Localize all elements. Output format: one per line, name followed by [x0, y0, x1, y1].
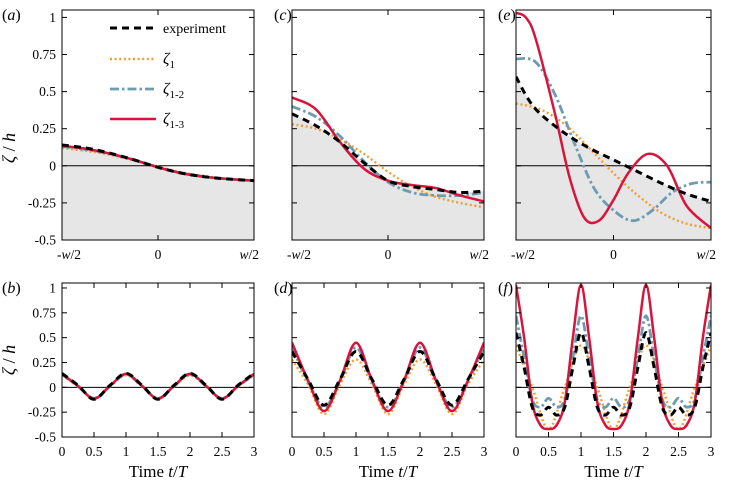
xtick-label: 0.5: [316, 444, 333, 459]
series-z12-line-d: [292, 346, 484, 409]
ytick-label: -0.5: [35, 233, 57, 248]
xtick-label: -w/2: [287, 247, 311, 262]
ytick-label: 1: [49, 280, 56, 295]
ytick-label: 0.5: [39, 84, 56, 99]
xtick-label: 0: [385, 247, 392, 262]
xtick-label: -w/2: [57, 247, 81, 262]
panel-label: (b): [2, 280, 21, 297]
axes-frame-f: [515, 282, 712, 438]
series-z13-line-b: [62, 372, 254, 400]
surface-fill-c: [292, 113, 484, 240]
panel-d: 0 0.5 1 1.5 2 2.5 3 (d) Time t/T: [274, 280, 488, 481]
xtick-label: 2: [417, 444, 424, 459]
xtick-label: 0: [610, 247, 617, 262]
ytick-label: 0: [49, 158, 56, 173]
legend: experiment ζ1 ζ1-2 ζ1-3: [110, 22, 226, 131]
y-axis-label-bottom: ζ / h: [0, 345, 19, 375]
plot-area-e: [516, 11, 711, 240]
axes-frame-b: [61, 282, 255, 438]
xtick-label: 3: [481, 444, 488, 459]
axes-frame-d: [291, 282, 485, 438]
xtick-label: 2.5: [444, 444, 461, 459]
xtick-label: 1: [353, 444, 360, 459]
series-z13-line-f: [516, 283, 711, 431]
xtick-label: w/2: [469, 247, 489, 262]
series-z13-line-d: [292, 341, 484, 413]
series-z1-line-d: [292, 358, 484, 416]
series-experiment-line-c: [292, 112, 484, 195]
xtick-label: w/2: [239, 247, 259, 262]
legend-label-z1: ζ1: [163, 51, 175, 71]
series-experiment-line-f: [516, 331, 711, 417]
series-z1-line-c: [292, 123, 484, 209]
ytick-label: 0.25: [32, 121, 56, 136]
xtick-label: 0: [59, 444, 66, 459]
series-z12-line-f: [516, 314, 711, 409]
series-experiment-line-b: [62, 371, 254, 401]
panel-b: -0.5 -0.25 0 0.25 0.5 0.75 1 0 0.5 1 1.5 2 2.5 3 (b) Ti…: [2, 280, 258, 481]
xtick-label: 2: [643, 444, 650, 459]
plot-area-f: [516, 283, 711, 431]
panel-e: -w/2 0 w/2 (e): [498, 7, 716, 262]
xtick-label: 1.5: [380, 444, 397, 459]
xtick-label: 2: [187, 444, 194, 459]
ytick-label: -0.25: [28, 405, 56, 420]
ytick-label: -0.25: [28, 195, 56, 210]
ytick-label: 1: [49, 10, 56, 25]
surface-fill-e: [516, 76, 711, 240]
series-z12-line-c: [292, 105, 484, 198]
ytick-label: 0: [49, 380, 56, 395]
ytick-label: -0.5: [35, 430, 57, 445]
xtick-label: 2.5: [670, 444, 687, 459]
ytick-label: 0.75: [32, 305, 56, 320]
panel-label: (d): [274, 280, 293, 297]
plot-area-a: [62, 143, 254, 240]
xtick-label: 1.5: [150, 444, 167, 459]
panel-label: (c): [274, 7, 292, 24]
panel-a: -0.5 -0.25 0 0.25 0.5 0.75 1 -w/2 0 w/2 (a): [2, 7, 259, 262]
ytick-label: 0.75: [32, 47, 56, 62]
x-axis-label: Time t/T: [584, 462, 644, 481]
legend-label-z13: ζ1-3: [163, 111, 185, 131]
surface-fill-a: [62, 145, 254, 240]
xtick-label: -w/2: [511, 247, 535, 262]
series-experiment-line-e: [516, 76, 711, 203]
series-experiment-line-d: [292, 350, 484, 407]
xtick-label: 1.5: [605, 444, 622, 459]
panel-label: (a): [2, 7, 21, 24]
xtick-label: 0: [289, 444, 296, 459]
xtick-label: 1: [123, 444, 130, 459]
panel-label: (e): [498, 7, 516, 24]
panel-f: 0 0.5 1 1.5 2 2.5 3 (f) Time t/T: [498, 280, 715, 481]
series-z13-line-e: [516, 11, 711, 230]
legend-label-experiment: experiment: [163, 22, 226, 37]
xtick-label: 0: [155, 247, 162, 262]
xtick-label: 3: [251, 444, 258, 459]
series-z12-line-b: [62, 373, 254, 400]
xtick-label: w/2: [696, 247, 716, 262]
plot-area-d: [292, 341, 484, 416]
series-experiment-line-a: [62, 143, 254, 183]
x-axis-label: Time t/T: [359, 462, 419, 481]
series-z1-line-e: [516, 102, 711, 230]
xtick-label: 1: [578, 444, 585, 459]
xtick-label: 0.5: [540, 444, 557, 459]
plot-area-b: [62, 371, 254, 401]
panel-c: -w/2 0 w/2 (c): [274, 7, 489, 262]
xtick-label: 3: [708, 444, 715, 459]
plot-area-c: [292, 96, 484, 240]
ytick-label: 0.25: [32, 355, 56, 370]
xtick-label: 2.5: [214, 444, 231, 459]
panel-label: (f): [498, 280, 513, 297]
x-axis-label: Time t/T: [129, 462, 189, 481]
xtick-label: 0.5: [86, 444, 103, 459]
ytick-label: 0.5: [39, 330, 56, 345]
xtick-label: 0: [513, 444, 520, 459]
legend-label-z12: ζ1-2: [163, 81, 184, 101]
y-axis-label-top: ζ / h: [0, 133, 19, 163]
